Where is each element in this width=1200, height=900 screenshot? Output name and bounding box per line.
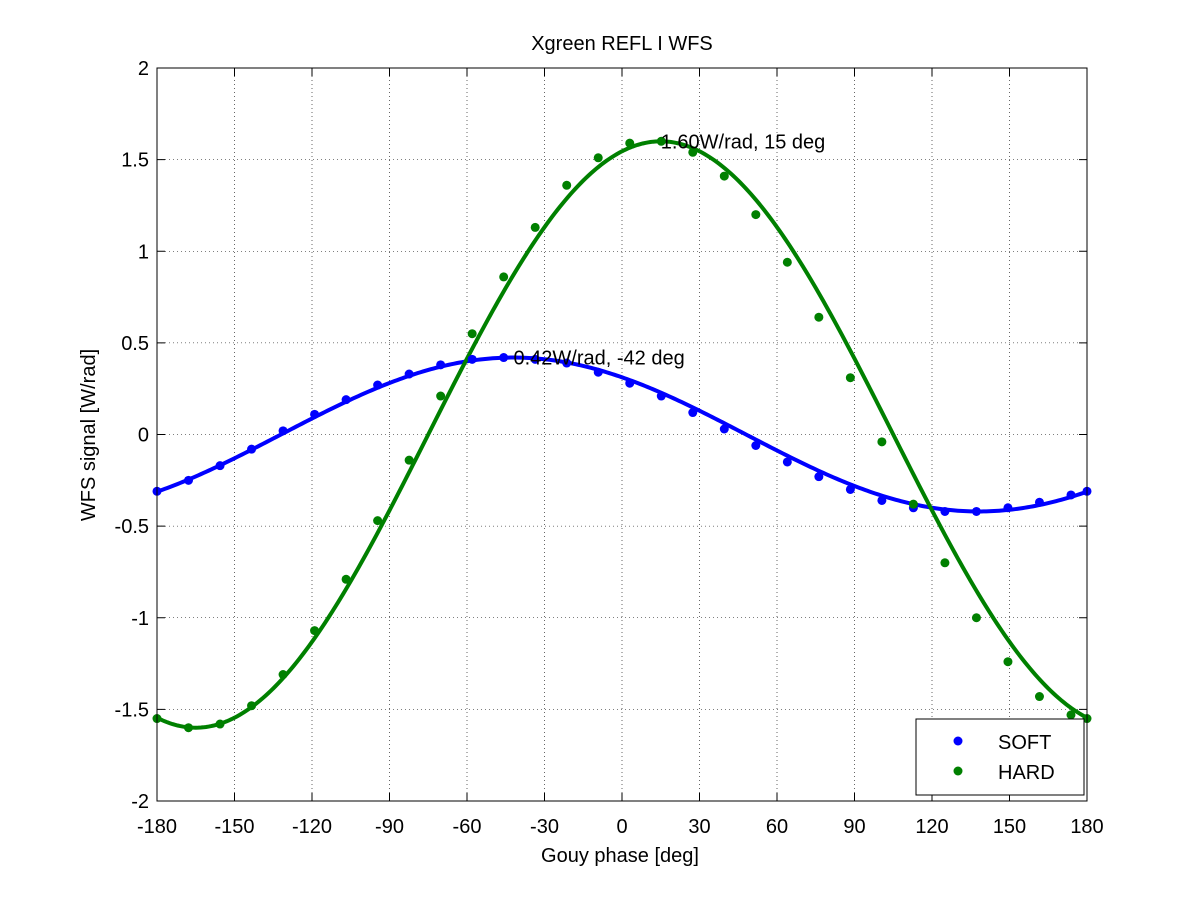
x-tick-label: -90: [375, 816, 404, 838]
legend-label-soft: SOFT: [998, 732, 1051, 754]
data-point-soft: [184, 475, 194, 485]
data-point-soft: [247, 444, 257, 454]
data-point-hard: [310, 626, 320, 636]
data-point-hard: [373, 516, 383, 526]
data-point-soft: [656, 391, 666, 401]
data-point-soft: [562, 358, 572, 368]
data-point-soft: [971, 506, 981, 516]
data-point-hard: [1034, 692, 1044, 702]
y-tick-label: 0.5: [121, 333, 149, 355]
legend-box: [915, 718, 1085, 796]
data-point-hard: [341, 574, 351, 584]
legend: SOFT HARD: [915, 718, 1085, 796]
data-point-hard: [404, 455, 414, 465]
data-point-hard: [278, 670, 288, 680]
ticks: -180 -150 -120 -90 -60 -30 0 30 60 90 120 150 180-2-…: [115, 58, 1104, 838]
legend-marker-hard: [953, 766, 963, 776]
data-point-hard: [908, 499, 918, 509]
data-point-soft: [215, 461, 225, 471]
data-point-soft: [845, 484, 855, 494]
data-point-hard: [688, 147, 698, 157]
data-point-soft: [593, 367, 603, 377]
y-tick-label: 0: [138, 425, 149, 447]
data-point-hard: [593, 153, 603, 163]
x-tick-label: 30: [688, 816, 710, 838]
data-point-soft: [688, 408, 698, 418]
x-tick-label: -120: [292, 816, 332, 838]
data-point-soft: [499, 353, 509, 363]
data-point-soft: [1066, 490, 1076, 500]
x-tick-label: 90: [843, 816, 865, 838]
data-point-soft: [940, 506, 950, 516]
series-line-hard: [156, 139, 1088, 730]
y-tick-label: -0.5: [115, 516, 149, 538]
x-tick-label: 0: [616, 816, 627, 838]
data-point-hard: [814, 312, 824, 322]
y-tick-label: 2: [138, 58, 149, 80]
y-tick-label: 1.5: [121, 150, 149, 172]
legend-marker-soft: [953, 736, 963, 746]
data-point-hard: [656, 136, 666, 146]
markers: [152, 136, 1092, 733]
y-axis-label: WFS signal [W/rad]: [78, 349, 100, 521]
annotation-label: 1.60W/rad, 15 deg: [661, 131, 826, 153]
data-point-soft: [1034, 497, 1044, 507]
data-point-hard: [530, 222, 540, 232]
curves: [156, 139, 1088, 730]
data-point-hard: [436, 391, 446, 401]
chart-title: Xgreen REFL I WFS: [531, 33, 713, 55]
data-point-soft: [467, 354, 477, 364]
x-tick-label: -30: [530, 816, 559, 838]
data-point-hard: [1003, 657, 1013, 667]
data-point-soft: [404, 369, 414, 379]
y-tick-label: 1: [138, 241, 149, 263]
x-tick-label: -180: [137, 816, 177, 838]
data-point-hard: [184, 723, 194, 733]
data-point-hard: [971, 613, 981, 623]
data-point-hard: [247, 701, 257, 711]
data-point-soft: [782, 457, 792, 467]
grid: [157, 68, 1087, 801]
data-point-soft: [341, 395, 351, 405]
data-point-hard: [719, 171, 729, 181]
x-tick-label: 150: [993, 816, 1026, 838]
x-tick-label: 180: [1070, 816, 1103, 838]
x-tick-label: 120: [915, 816, 948, 838]
y-tick-label: -1: [131, 608, 149, 630]
annotations: 1.60W/rad, 15 deg 0.42W/rad, -42 deg: [514, 131, 826, 369]
data-point-hard: [751, 210, 761, 220]
data-point-soft: [877, 495, 887, 505]
data-point-hard: [499, 272, 509, 282]
annotation-label: 0.42W/rad, -42 deg: [514, 348, 685, 370]
x-axis-label: Gouy phase [deg]: [541, 845, 699, 867]
data-point-soft: [436, 360, 446, 370]
data-point-hard: [940, 558, 950, 568]
data-point-hard: [782, 257, 792, 267]
data-point-soft: [1003, 503, 1013, 513]
data-point-soft: [530, 354, 540, 364]
data-point-soft: [278, 426, 288, 436]
y-tick-label: -2: [131, 791, 149, 813]
data-point-hard: [877, 437, 887, 447]
data-point-hard: [845, 373, 855, 383]
data-point-soft: [751, 440, 761, 450]
data-point-hard: [562, 180, 572, 190]
data-point-hard: [467, 329, 477, 339]
x-tick-label: -60: [453, 816, 482, 838]
x-tick-label: 60: [766, 816, 788, 838]
legend-label-hard: HARD: [998, 762, 1055, 784]
data-point-soft: [814, 472, 824, 482]
data-point-soft: [373, 380, 383, 390]
data-point-soft: [719, 424, 729, 434]
x-tick-label: -150: [214, 816, 254, 838]
data-point-hard: [1066, 710, 1076, 720]
data-point-hard: [625, 138, 635, 148]
y-tick-label: -1.5: [115, 699, 149, 721]
data-point-soft: [625, 378, 635, 388]
data-point-soft: [310, 409, 320, 419]
data-point-hard: [215, 719, 225, 729]
